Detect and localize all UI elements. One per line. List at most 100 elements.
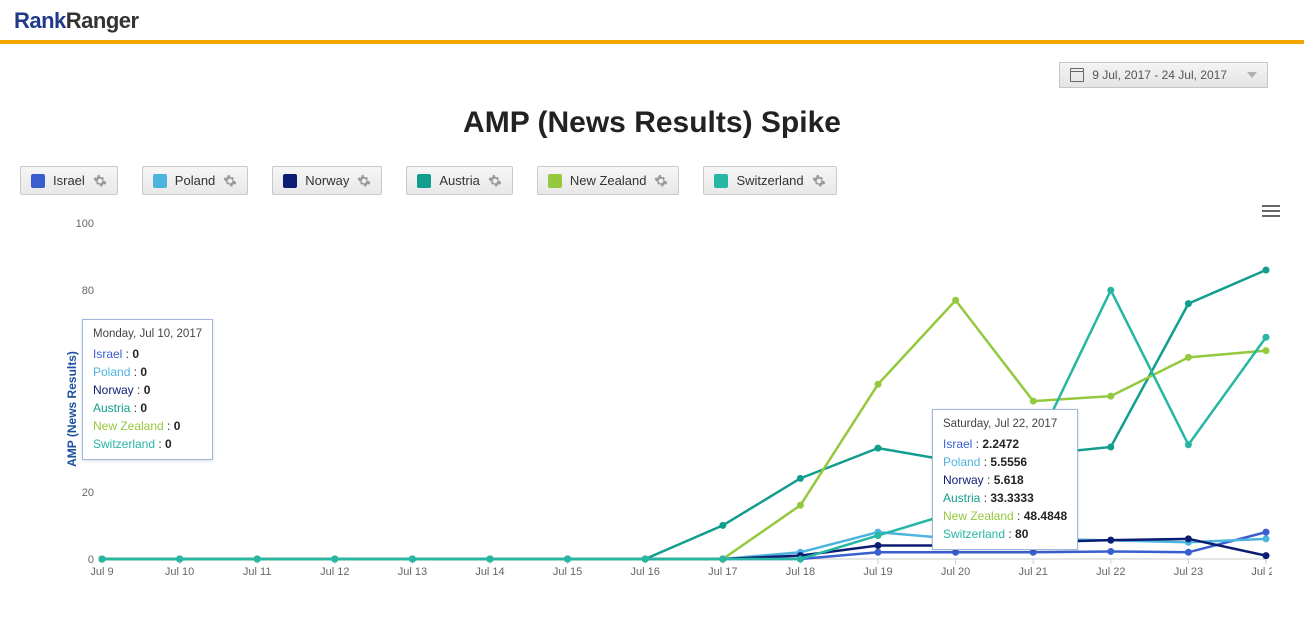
series-marker [1263, 334, 1270, 341]
gear-icon[interactable] [654, 174, 668, 188]
legend-swatch [31, 174, 45, 188]
legend-button-switzerland[interactable]: Switzerland [703, 166, 836, 195]
date-range-picker[interactable]: 9 Jul, 2017 - 24 Jul, 2017 [1059, 62, 1268, 88]
legend-button-norway[interactable]: Norway [272, 166, 382, 195]
series-marker [875, 445, 882, 452]
series-marker [1107, 537, 1114, 544]
series-marker [331, 556, 338, 563]
legend-swatch [283, 174, 297, 188]
tooltip-jul22: Saturday, Jul 22, 2017Israel : 2.2472Pol… [932, 409, 1078, 550]
legend-label: Norway [305, 173, 349, 188]
series-marker [1107, 444, 1114, 451]
series-marker [1263, 552, 1270, 559]
series-marker [1185, 300, 1192, 307]
series-marker [1185, 549, 1192, 556]
chart-svg: 020406080100Jul 9Jul 10Jul 11Jul 12Jul 1… [72, 219, 1272, 579]
x-tick-label: Jul 15 [553, 566, 582, 578]
gear-icon[interactable] [93, 174, 107, 188]
x-tick-label: Jul 21 [1019, 566, 1048, 578]
brand-part-1: Rank [14, 8, 66, 33]
legend-swatch [714, 174, 728, 188]
tooltip-date: Saturday, Jul 22, 2017 [943, 416, 1067, 433]
tooltip-row: Austria : 0 [93, 399, 202, 417]
series-line-new-zealand [102, 300, 1266, 559]
x-tick-label: Jul 22 [1096, 566, 1125, 578]
x-tick-label: Jul 14 [475, 566, 504, 578]
x-tick-label: Jul 16 [631, 566, 660, 578]
series-marker [564, 556, 571, 563]
tooltip-row: Norway : 0 [93, 381, 202, 399]
chart-menu-icon[interactable] [1262, 205, 1280, 219]
tooltip-jul10: Monday, Jul 10, 2017Israel : 0Poland : 0… [82, 319, 213, 460]
series-marker [719, 522, 726, 529]
series-marker [1107, 548, 1114, 555]
tooltip-row: New Zealand : 48.4848 [943, 507, 1067, 525]
tooltip-row: Austria : 33.3333 [943, 489, 1067, 507]
series-marker [875, 381, 882, 388]
series-marker [875, 532, 882, 539]
series-marker [409, 556, 416, 563]
gear-icon[interactable] [223, 174, 237, 188]
gear-icon[interactable] [357, 174, 371, 188]
x-tick-label: Jul 20 [941, 566, 970, 578]
tooltip-row: Norway : 5.618 [943, 471, 1067, 489]
series-marker [1185, 441, 1192, 448]
series-marker [875, 542, 882, 549]
tooltip-row: Switzerland : 0 [93, 435, 202, 453]
series-marker [1263, 267, 1270, 274]
legend-label: Poland [175, 173, 215, 188]
series-marker [1107, 393, 1114, 400]
series-marker [1030, 398, 1037, 405]
legend-button-new-zealand[interactable]: New Zealand [537, 166, 680, 195]
series-marker [1107, 287, 1114, 294]
legend-label: Austria [439, 173, 479, 188]
y-tick-label: 100 [76, 219, 94, 230]
series-marker [1185, 354, 1192, 361]
series-marker [487, 556, 494, 563]
series-marker [797, 502, 804, 509]
y-tick-label: 80 [82, 285, 94, 297]
tooltip-row: Israel : 0 [93, 345, 202, 363]
chart-container: AMP (News Results) 020406080100Jul 9Jul … [12, 209, 1292, 609]
series-marker [1185, 535, 1192, 542]
series-marker [642, 556, 649, 563]
tooltip-row: Poland : 0 [93, 363, 202, 381]
series-line-austria [102, 270, 1266, 559]
legend-button-austria[interactable]: Austria [406, 166, 512, 195]
gear-icon[interactable] [488, 174, 502, 188]
x-tick-label: Jul 18 [786, 566, 815, 578]
x-tick-label: Jul 12 [320, 566, 349, 578]
legend-swatch [153, 174, 167, 188]
x-tick-label: Jul 23 [1174, 566, 1203, 578]
calendar-icon [1070, 68, 1084, 82]
gear-icon[interactable] [812, 174, 826, 188]
series-marker [952, 297, 959, 304]
series-marker [875, 549, 882, 556]
x-tick-label: Jul 13 [398, 566, 427, 578]
chart-plot-area: 020406080100Jul 9Jul 10Jul 11Jul 12Jul 1… [72, 219, 1272, 579]
legend-swatch [548, 174, 562, 188]
legend-button-israel[interactable]: Israel [20, 166, 118, 195]
series-marker [1263, 535, 1270, 542]
series-line-switzerland [102, 290, 1266, 559]
series-marker [176, 556, 183, 563]
series-legend-row: Israel Poland Norway Austria New Zealand Swit… [0, 166, 1304, 209]
legend-label: Switzerland [736, 173, 803, 188]
x-tick-label: Jul 17 [708, 566, 737, 578]
series-line-poland [102, 532, 1266, 559]
brand-logo: RankRanger [0, 0, 1304, 44]
series-marker [797, 556, 804, 563]
brand-part-2: Ranger [66, 8, 139, 33]
tooltip-row: Poland : 5.5556 [943, 453, 1067, 471]
x-tick-label: Jul 19 [863, 566, 892, 578]
legend-label: Israel [53, 173, 85, 188]
x-tick-label: Jul 11 [243, 566, 272, 578]
series-marker [797, 475, 804, 482]
series-marker [719, 556, 726, 563]
series-marker [254, 556, 261, 563]
x-tick-label: Jul 10 [165, 566, 194, 578]
chart-title: AMP (News Results) Spike [0, 106, 1304, 140]
series-marker [1263, 347, 1270, 354]
date-range-label: 9 Jul, 2017 - 24 Jul, 2017 [1092, 68, 1227, 82]
legend-button-poland[interactable]: Poland [142, 166, 248, 195]
